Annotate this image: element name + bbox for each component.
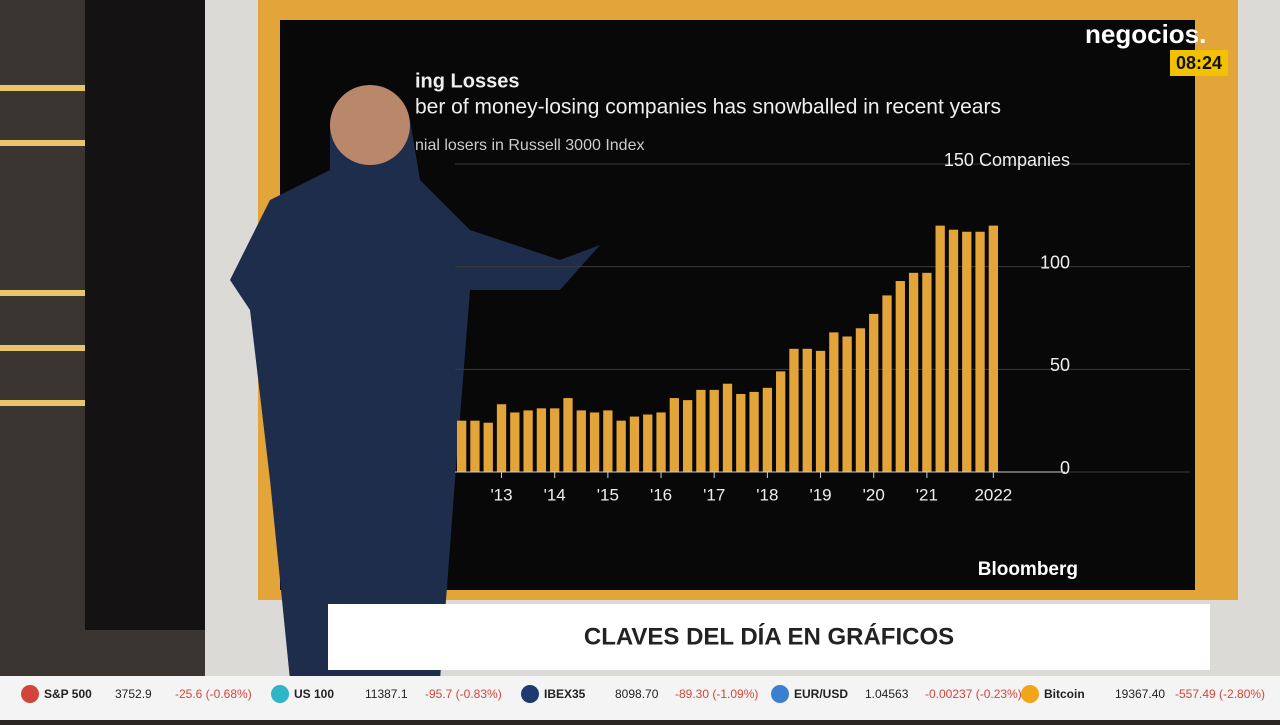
- bar: [456, 420, 467, 472]
- chart-source: Bloomberg: [978, 559, 1078, 580]
- bar: [842, 336, 852, 472]
- bar: [550, 408, 560, 472]
- bar: [935, 225, 945, 472]
- light-strip: [0, 400, 100, 406]
- light-strip: [0, 290, 110, 296]
- clock: 08:24: [1176, 53, 1222, 73]
- bar: [589, 412, 600, 472]
- bar: [829, 332, 839, 472]
- ticker-icon: [521, 685, 539, 703]
- bar: [948, 229, 959, 472]
- bar: [629, 416, 640, 472]
- chart-title: ing Losses: [415, 70, 519, 92]
- ticker-price: 11387.1: [365, 687, 408, 701]
- bar: [510, 412, 520, 472]
- bar: [802, 348, 812, 472]
- ticker-name: US 100: [294, 687, 334, 701]
- clock-box: [1170, 50, 1228, 76]
- bar: [776, 371, 786, 472]
- bar: [470, 420, 480, 472]
- bar: [789, 348, 799, 472]
- bar: [908, 272, 919, 472]
- bar: [496, 404, 507, 472]
- ticker-name: EUR/USD: [794, 687, 848, 701]
- bar: [709, 389, 719, 472]
- presenter-head: [330, 85, 410, 165]
- bar: [656, 412, 666, 472]
- ticker-bar: [0, 676, 1280, 720]
- bar: [922, 272, 932, 472]
- presenter: [230, 90, 600, 680]
- light-strip: [0, 140, 130, 146]
- ticker-price: 8098.70: [615, 687, 659, 701]
- bar: [576, 410, 586, 472]
- x-tick-label: '16: [650, 485, 672, 504]
- ticker-name: IBEX35: [544, 687, 586, 701]
- banner-title: CLAVES DEL DÍA EN GRÁFICOS: [584, 622, 954, 650]
- bar: [882, 295, 892, 472]
- ticker-change: -89.30 (-1.09%): [675, 687, 758, 701]
- bar: [895, 281, 905, 472]
- bar: [483, 422, 493, 472]
- y-tick-label: 50: [1050, 355, 1070, 375]
- ticker-price: 19367.40: [1115, 687, 1165, 701]
- bar: [682, 400, 693, 472]
- bar: [762, 387, 773, 472]
- channel-logo: negocios.: [1085, 19, 1206, 49]
- y-tick-label: 0: [1060, 458, 1070, 478]
- bar: [815, 350, 826, 472]
- chart: ing Losses ber of money-losing companies…: [415, 70, 1190, 580]
- light-strip: [0, 345, 105, 351]
- ticker-icon: [771, 685, 789, 703]
- x-tick-label: '18: [756, 485, 778, 504]
- ticker-price: 1.04563: [865, 687, 909, 701]
- x-tick-label: '17: [703, 485, 725, 504]
- bar: [643, 414, 653, 472]
- ticker-icon: [1021, 685, 1039, 703]
- pillar: [85, 0, 205, 630]
- banner: [328, 604, 1210, 670]
- y-tick-label: 100: [1040, 252, 1070, 272]
- ticker-name: Bitcoin: [1044, 687, 1085, 701]
- x-tick-label: '15: [597, 485, 619, 504]
- bar: [736, 393, 746, 472]
- x-tick-label: '21: [916, 485, 938, 504]
- ticker-change: -0.00237 (-0.23%): [925, 687, 1022, 701]
- bar: [523, 410, 533, 472]
- bar: [603, 410, 613, 472]
- ticker: S&P 500 3752.9 -25.6 (-0.68%) US 100 11387.1…: [21, 685, 1265, 703]
- x-tick-label: '13: [490, 485, 512, 504]
- ticker-change: -557.49 (-2.80%): [1175, 687, 1265, 701]
- bar: [669, 398, 679, 472]
- ticker-icon: [21, 685, 39, 703]
- bar: [988, 225, 999, 472]
- x-tick-label: 2022: [974, 485, 1012, 504]
- bar: [855, 328, 866, 472]
- ticker-change: -25.6 (-0.68%): [175, 687, 252, 701]
- ticker-icon: [271, 685, 289, 703]
- x-tick-label: '19: [809, 485, 831, 504]
- x-tick-label: '20: [863, 485, 885, 504]
- x-tick-label: '14: [544, 485, 566, 504]
- ticker-price: 3752.9: [115, 687, 152, 701]
- ticker-change: -95.7 (-0.83%): [425, 687, 502, 701]
- bar: [869, 313, 879, 472]
- bar: [563, 398, 573, 472]
- bar: [722, 383, 733, 472]
- axis-label: nial losers in Russell 3000 Index: [415, 137, 644, 154]
- ticker-name: S&P 500: [44, 687, 92, 701]
- bar: [975, 231, 985, 472]
- bar: [962, 231, 972, 472]
- bar: [749, 391, 759, 472]
- bar: [696, 389, 706, 472]
- light-strip: [0, 85, 135, 91]
- bar: [536, 408, 547, 472]
- bar: [616, 420, 626, 472]
- chart-subtitle: ber of money-losing companies has snowba…: [415, 96, 1001, 119]
- y-tick-label: 150 Companies: [944, 150, 1070, 170]
